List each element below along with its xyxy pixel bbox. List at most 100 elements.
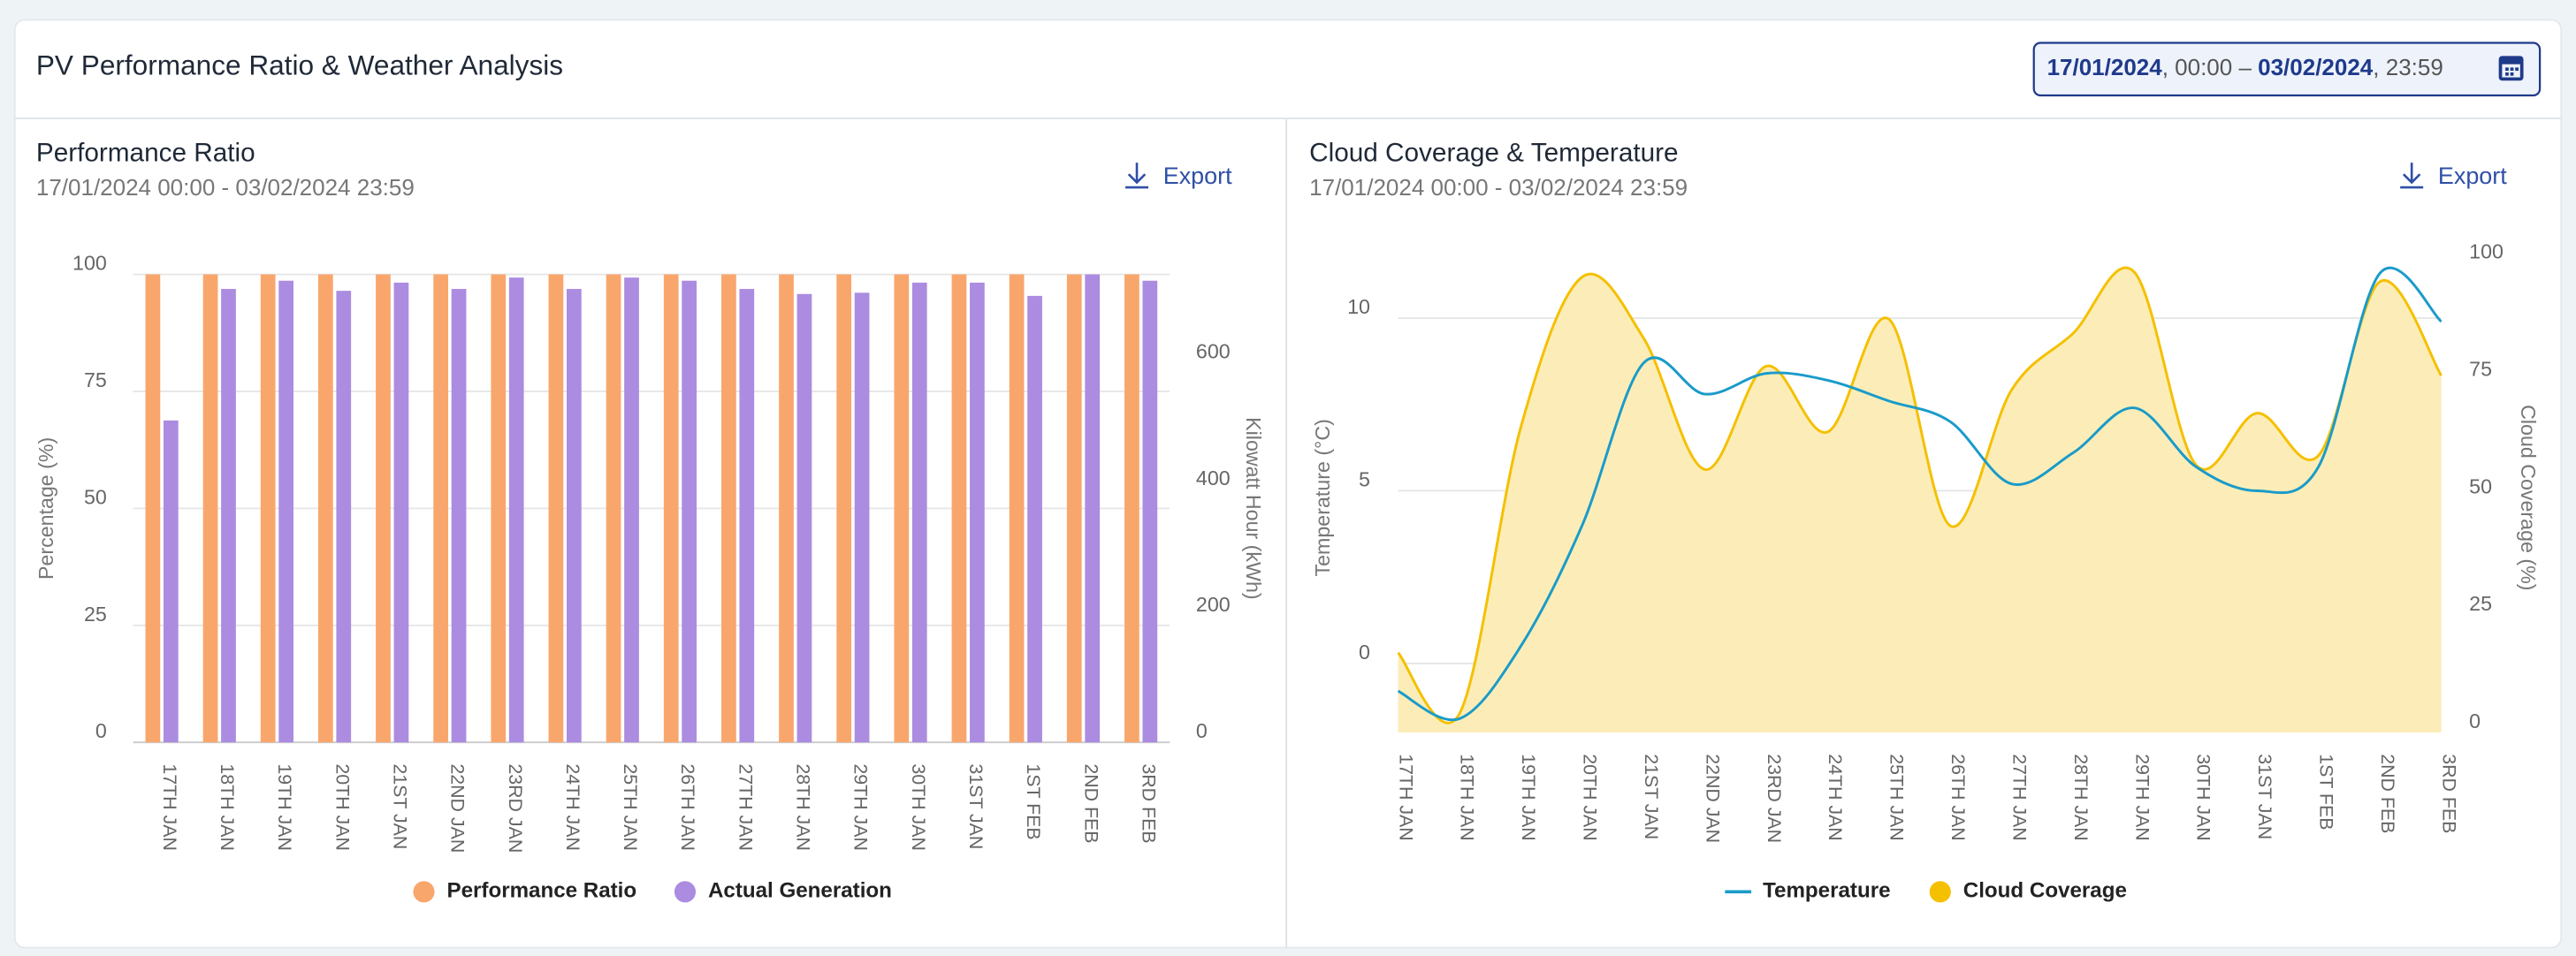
x-tick-label: 21ST JAN: [1641, 754, 1662, 839]
y-tick-label: 25: [84, 603, 107, 626]
y-tick-label: 0: [1359, 641, 1370, 664]
legend-swatch: [674, 881, 697, 903]
y-tick-label: 50: [84, 485, 107, 508]
x-tick-label: 19TH JAN: [1518, 754, 1539, 841]
x-tick-label: 28TH JAN: [2070, 754, 2092, 841]
bar: [376, 274, 391, 743]
x-tick-label: 21ST JAN: [389, 763, 410, 849]
y2-tick-label: 25: [2469, 592, 2492, 615]
date-range-box[interactable]: [2032, 42, 2542, 97]
bar: [508, 277, 524, 743]
y2-tick-label: 50: [2469, 474, 2492, 497]
calendar-icon[interactable]: [2498, 56, 2524, 81]
start-date: 17/01/2024: [2047, 54, 2163, 80]
x-tick-label: 24TH JAN: [1825, 754, 1846, 841]
export-label[interactable]: Export: [2438, 163, 2507, 189]
page-title: PV Performance Ratio & Weather Analysis: [36, 49, 563, 81]
download-icon: [2400, 163, 2424, 189]
date-range-picker[interactable]: 17/01/2024, 00:00 – 03/02/2024, 23:59: [2032, 42, 2542, 97]
line: [1397, 266, 2443, 722]
end-date: 03/02/2024: [2258, 54, 2374, 80]
y2-tick-label: 75: [2469, 357, 2492, 380]
bar: [739, 289, 755, 743]
y2-tick-label: 0: [1196, 719, 1208, 742]
bar: [260, 274, 276, 743]
x-tick-label: 23RD JAN: [505, 763, 526, 853]
x-tick-label: 2ND FEB: [2377, 754, 2398, 833]
y2-tick-label: 600: [1196, 340, 1231, 363]
y-axis-label: Temperature (°C): [1311, 419, 1334, 576]
x-tick-label: 24TH JAN: [562, 763, 583, 851]
bar: [433, 274, 448, 743]
bar: [278, 280, 293, 743]
y2-axis-label: Kilowatt Hour (kWh): [1242, 417, 1265, 599]
bar: [663, 274, 679, 743]
legend-label: Actual Generation: [708, 879, 892, 903]
y2-tick-label: 100: [2469, 240, 2504, 263]
y-tick-label: 10: [1347, 295, 1370, 318]
x-tick-label: 27TH JAN: [735, 763, 756, 851]
x-tick-label: 23RD JAN: [1764, 754, 1785, 843]
bar: [336, 291, 352, 743]
bar: [1085, 274, 1101, 743]
chart-subtitle: 17/01/2024 00:00 - 03/02/2024 23:59: [36, 174, 415, 201]
bar: [221, 289, 236, 743]
bar: [1124, 274, 1139, 743]
legend-swatch: [413, 881, 435, 903]
chart-title: Performance Ratio: [36, 139, 255, 168]
bar: [624, 277, 639, 743]
y2-axis-label: Cloud Coverage (%): [2517, 405, 2540, 590]
legend-label: Temperature: [1763, 879, 1890, 903]
export-button[interactable]: Export: [1125, 163, 1232, 189]
x-tick-label: 25TH JAN: [620, 763, 641, 851]
y2-tick-label: 400: [1196, 467, 1231, 489]
x-tick-label: 18TH JAN: [217, 763, 238, 851]
x-tick-label: 29TH JAN: [850, 763, 872, 851]
x-tick-label: 31ST JAN: [2254, 754, 2275, 839]
bar: [317, 274, 333, 743]
export-label[interactable]: Export: [1163, 163, 1232, 189]
x-tick-label: 1ST FEB: [1023, 763, 1044, 839]
x-tick-label: 20TH JAN: [332, 763, 353, 851]
bar: [779, 274, 794, 743]
area-line: [1397, 266, 2443, 725]
bar: [566, 289, 582, 743]
y-tick-label: 100: [72, 252, 107, 275]
bar: [451, 289, 467, 743]
bar: [894, 274, 910, 743]
bar: [1027, 295, 1042, 743]
x-tick-label: 30TH JAN: [908, 763, 929, 851]
bar: [682, 280, 697, 743]
y2-tick-label: 0: [2469, 709, 2481, 732]
chart-title: Cloud Coverage & Temperature: [1309, 139, 1678, 168]
bar: [796, 293, 812, 743]
x-tick-label: 22ND JAN: [1702, 754, 1723, 843]
date-range-text[interactable]: 17/01/2024, 00:00 – 03/02/2024, 23:59: [2047, 54, 2443, 80]
bar: [548, 274, 564, 743]
legend-label: Performance Ratio: [446, 879, 636, 903]
download-icon: [1125, 163, 1149, 189]
x-tick-label: 27TH JAN: [2008, 754, 2030, 841]
bar: [721, 274, 736, 743]
x-tick-label: 17TH JAN: [159, 763, 180, 851]
export-button[interactable]: Export: [2400, 163, 2507, 189]
x-tick-label: 2ND FEB: [1080, 763, 1101, 843]
x-tick-label: 31ST JAN: [965, 763, 987, 849]
bar: [145, 274, 161, 743]
x-tick-label: 30TH JAN: [2193, 754, 2214, 841]
x-tick-label: 3RD FEB: [2438, 754, 2459, 833]
y-tick-label: 75: [84, 368, 107, 391]
y-tick-label: 0: [95, 719, 107, 742]
bar: [202, 274, 218, 743]
bar: [1142, 280, 1158, 743]
x-tick-label: 17TH JAN: [1395, 754, 1416, 841]
x-tick-label: 26TH JAN: [677, 763, 698, 851]
bar: [970, 282, 985, 743]
x-tick-label: 18TH JAN: [1457, 754, 1478, 841]
x-tick-label: 3RD FEB: [1138, 763, 1159, 843]
y-tick-label: 5: [1359, 467, 1370, 490]
bar: [1066, 274, 1082, 743]
x-tick-label: 28TH JAN: [793, 763, 814, 851]
y-axis-label: Percentage (%): [34, 437, 57, 580]
